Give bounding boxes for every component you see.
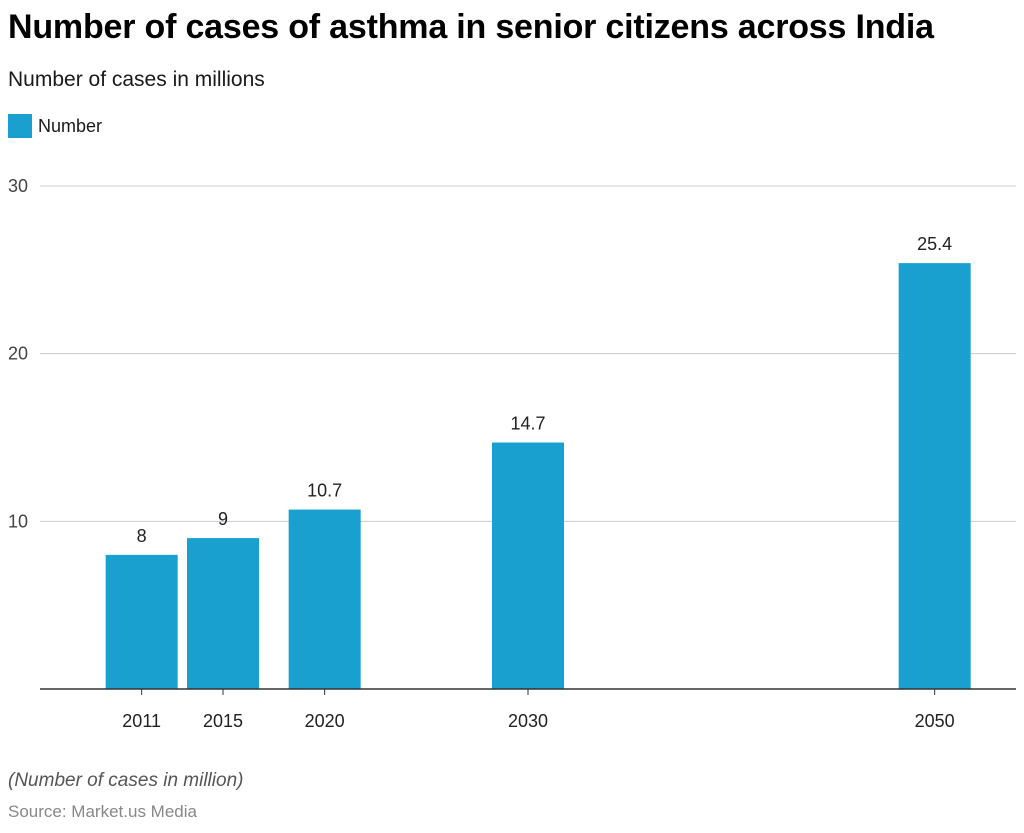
- legend-label: Number: [38, 115, 103, 136]
- chart-title: Number of cases of asthma in senior citi…: [8, 8, 934, 46]
- bar: [898, 263, 971, 689]
- source-credit: Source: Market.us Media: [8, 802, 197, 821]
- x-tick-label: 2011: [122, 711, 161, 731]
- bar: [105, 554, 178, 689]
- data-label: 8: [137, 526, 147, 546]
- bar: [288, 509, 361, 689]
- data-label: 14.7: [510, 414, 545, 434]
- x-tick-label: 2030: [508, 711, 548, 731]
- x-tick-label: 2050: [915, 711, 955, 731]
- y-tick-label: 10: [8, 511, 28, 531]
- legend-swatch: [8, 114, 32, 138]
- chart-subtitle: Number of cases in millions: [8, 68, 265, 91]
- x-tick-label: 2020: [305, 711, 345, 731]
- data-label: 10.7: [307, 481, 342, 501]
- bar: [187, 538, 259, 689]
- data-label: 9: [218, 509, 228, 529]
- footnote: (Number of cases in million): [8, 770, 244, 791]
- y-tick-label: 30: [8, 176, 28, 196]
- bar: [492, 442, 564, 689]
- data-label: 25.4: [917, 234, 952, 254]
- y-tick-label: 20: [8, 344, 28, 364]
- legend: Number: [8, 114, 102, 138]
- x-tick-label: 2015: [203, 711, 243, 731]
